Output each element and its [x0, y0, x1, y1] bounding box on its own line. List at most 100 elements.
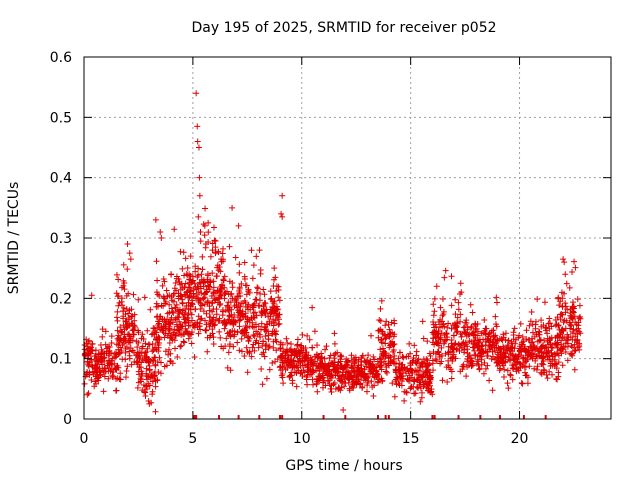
- data-point: [205, 219, 212, 226]
- data-point: [293, 383, 300, 390]
- data-point: [558, 289, 565, 296]
- data-point: [152, 361, 159, 368]
- data-point: [130, 291, 137, 298]
- data-point: [114, 362, 121, 369]
- data-point: [544, 330, 551, 337]
- data-point: [206, 323, 213, 330]
- data-point: [354, 373, 361, 380]
- data-point: [209, 247, 216, 254]
- data-point: [144, 327, 151, 334]
- data-point: [438, 330, 445, 337]
- data-point: [359, 352, 366, 359]
- data-point: [117, 376, 124, 383]
- data-point: [219, 308, 226, 315]
- data-point: [204, 272, 211, 279]
- data-point: [383, 318, 390, 325]
- data-point: [301, 353, 308, 360]
- data-point: [436, 353, 443, 360]
- data-point: [113, 341, 120, 348]
- data-point: [313, 381, 320, 388]
- data-point: [544, 335, 551, 342]
- data-point: [358, 371, 365, 378]
- data-point: [184, 265, 191, 272]
- data-point: [88, 356, 95, 363]
- data-point: [309, 376, 316, 383]
- data-point: [490, 332, 497, 339]
- data-point: [430, 321, 437, 328]
- data-point: [443, 330, 450, 337]
- data-point: [195, 330, 202, 337]
- data-point: [500, 374, 507, 381]
- data-point: [432, 350, 439, 357]
- data-point: [519, 362, 526, 369]
- data-point: [114, 308, 121, 315]
- data-point: [84, 391, 91, 398]
- data-point: [282, 348, 289, 355]
- data-point: [448, 302, 455, 309]
- data-point: [546, 352, 553, 359]
- data-point: [401, 397, 408, 404]
- data-point: [194, 123, 201, 130]
- data-point: [493, 294, 500, 301]
- data-point: [555, 359, 562, 366]
- data-point: [467, 301, 474, 308]
- data-point: [334, 369, 341, 376]
- data-point: [187, 253, 194, 260]
- data-point: [95, 377, 102, 384]
- data-point: [303, 349, 310, 356]
- data-point: [185, 299, 192, 306]
- data-point: [476, 336, 483, 343]
- data-point: [275, 286, 282, 293]
- data-point: [172, 280, 179, 287]
- data-point: [139, 387, 146, 394]
- data-point: [472, 320, 479, 327]
- data-point: [577, 315, 584, 322]
- data-point: [83, 340, 90, 347]
- data-point: [306, 336, 313, 343]
- data-point: [189, 273, 196, 280]
- data-point: [549, 371, 556, 378]
- data-point: [214, 264, 221, 271]
- data-point: [571, 366, 578, 373]
- data-point: [158, 235, 165, 241]
- data-point: [369, 364, 376, 371]
- data-point: [143, 365, 150, 372]
- data-point: [183, 291, 190, 298]
- data-point: [160, 275, 167, 282]
- data-point: [238, 280, 245, 287]
- data-point: [129, 327, 136, 334]
- data-point: [195, 313, 202, 320]
- data-point: [510, 329, 517, 336]
- data-point: [539, 360, 546, 367]
- data-point: [119, 356, 126, 363]
- data-point: [266, 366, 273, 373]
- data-point: [220, 277, 227, 284]
- data-point: [522, 364, 529, 371]
- data-point: [395, 355, 402, 362]
- data-point: [297, 362, 304, 369]
- data-point: [188, 331, 195, 338]
- data-point: [375, 376, 382, 383]
- data-point: [84, 359, 91, 366]
- data-point: [238, 348, 245, 355]
- data-point: [266, 343, 273, 350]
- data-point: [164, 332, 171, 339]
- data-point: [559, 303, 566, 310]
- data-point: [577, 330, 584, 337]
- data-point: [374, 379, 381, 386]
- data-point: [88, 344, 95, 351]
- data-point: [161, 300, 168, 307]
- data-point: [571, 258, 578, 265]
- data-point: [241, 297, 248, 304]
- data-point: [486, 377, 493, 384]
- data-point: [509, 376, 516, 383]
- data-point: [353, 374, 360, 381]
- data-point: [136, 371, 143, 378]
- data-point: [149, 388, 156, 395]
- data-point: [85, 390, 92, 397]
- data-point: [174, 306, 181, 313]
- data-point: [424, 338, 431, 345]
- data-points: [81, 90, 584, 415]
- data-point: [129, 320, 136, 327]
- data-point: [121, 279, 128, 286]
